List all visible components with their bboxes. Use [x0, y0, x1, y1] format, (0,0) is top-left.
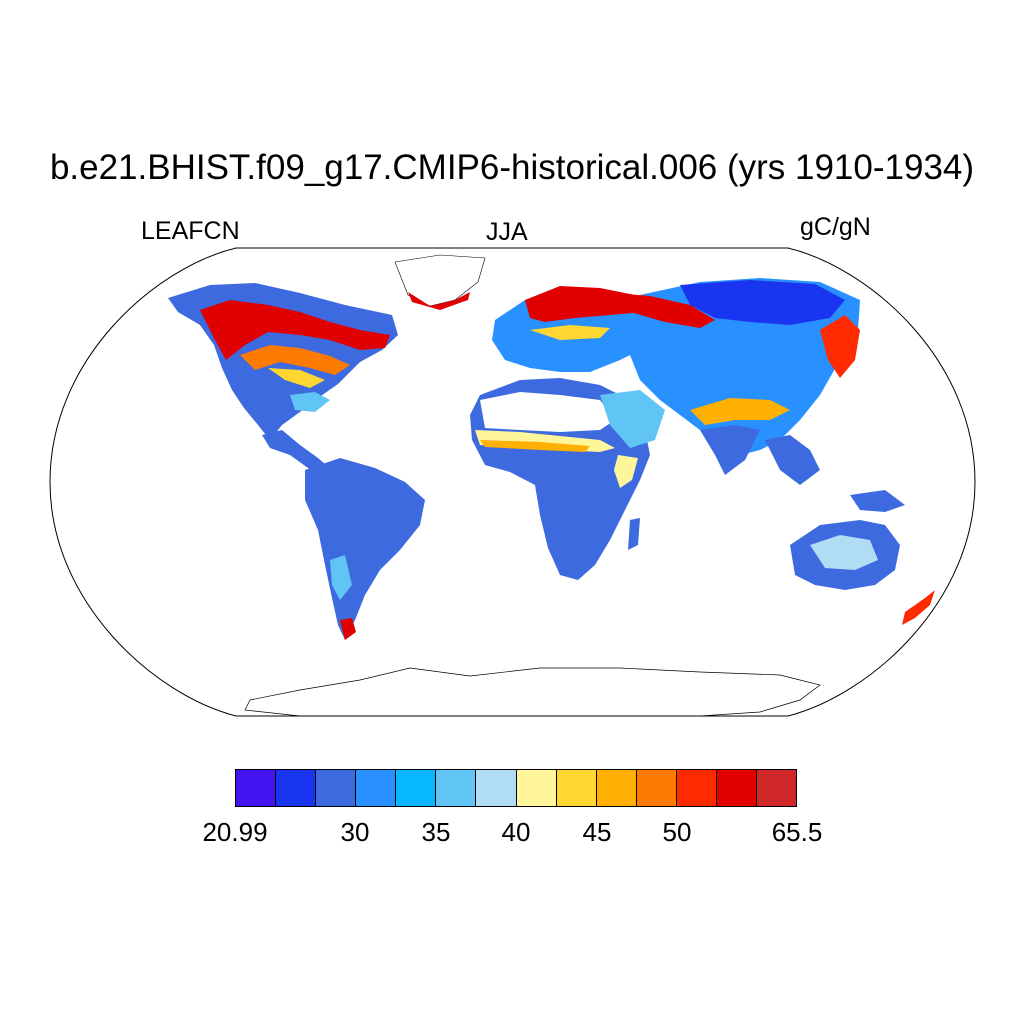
season-label: JJA: [486, 218, 528, 246]
colorbar-tick-label: 65.5: [771, 817, 823, 847]
units-label: gC/gN: [800, 213, 871, 241]
east-asia-red: [820, 315, 860, 378]
himalaya-orange: [690, 398, 790, 425]
colorbar-swatch: [476, 770, 517, 806]
india-landmass: [700, 425, 760, 475]
europe-yellow-band: [530, 325, 610, 340]
sahara-white: [480, 392, 615, 432]
colorbar-tick-label: 40: [501, 817, 531, 847]
sahel-orange-band: [480, 440, 590, 452]
southeast-asia: [765, 435, 820, 485]
colorbar-tick-label: 35: [421, 817, 451, 847]
south-america-landmass: [305, 458, 425, 640]
variable-label: LEAFCN: [141, 217, 240, 245]
page-title: b.e21.BHIST.f09_g17.CMIP6-historical.006…: [49, 148, 975, 187]
na-yellow-band: [268, 368, 325, 388]
colorbar-swatch: [236, 770, 277, 806]
colorbar: [235, 769, 797, 807]
arabia-landmass: [600, 390, 665, 448]
central-america-landmass: [262, 430, 332, 478]
land-fill-layer: [168, 254, 935, 716]
colorbar-swatch: [436, 770, 477, 806]
colorbar-tick-label: 30: [340, 817, 370, 847]
colorbar-swatch: [636, 770, 677, 806]
colorbar-swatch: [396, 770, 437, 806]
colorbar-swatch: [596, 770, 637, 806]
antarctica-outline: [244, 667, 821, 716]
colorbar-swatch: [556, 770, 597, 806]
madagascar: [628, 518, 640, 550]
sa-light-patch: [330, 555, 352, 600]
colorbar-swatch: [676, 770, 717, 806]
colorbar-tick-label: 50: [662, 817, 692, 847]
colorbar-tick-label: 20.99: [202, 817, 268, 847]
colorbar-swatch: [757, 770, 797, 806]
colorbar-tick-label: 45: [582, 817, 612, 847]
new-guinea: [850, 490, 905, 512]
sa-southern-tip-red: [340, 618, 356, 640]
colorbar-swatch: [356, 770, 397, 806]
australia-interior-light: [810, 535, 878, 570]
siberia-low-cn: [680, 280, 845, 325]
colorbar-swatch: [276, 770, 317, 806]
colorbar-swatch: [516, 770, 557, 806]
colorbar-swatch: [316, 770, 357, 806]
greenland-coast-red: [408, 292, 470, 310]
map-boundary: [49, 247, 976, 717]
greenland: [394, 254, 486, 307]
siberia-red-band: [600, 292, 715, 328]
colorbar-swatch: [716, 770, 758, 806]
na-boreal-high-cn-band: [200, 300, 390, 360]
na-orange-band: [240, 345, 350, 375]
na-southeast-lightblue: [290, 392, 330, 412]
new-zealand: [902, 590, 935, 625]
horn-of-africa-yellow: [614, 455, 638, 488]
